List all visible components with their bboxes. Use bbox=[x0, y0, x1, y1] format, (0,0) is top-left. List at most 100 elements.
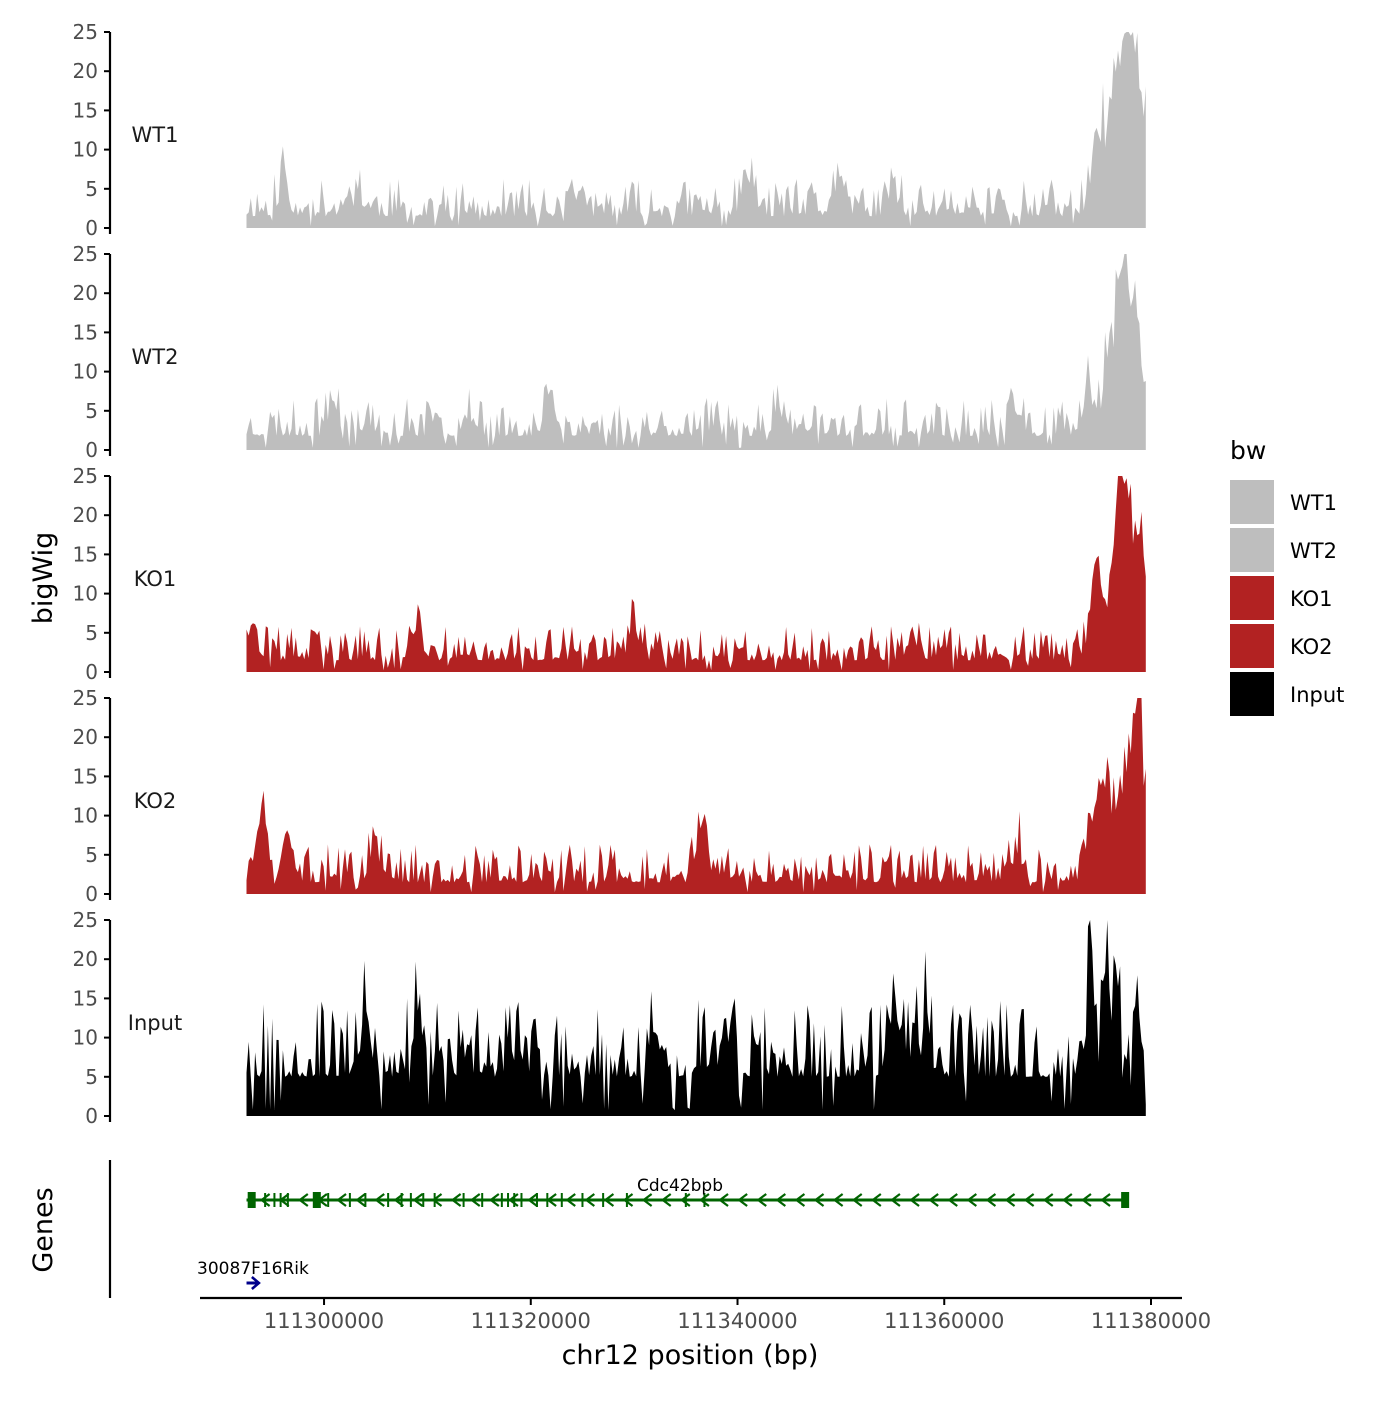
strand-arrow bbox=[469, 1193, 481, 1207]
legend: bw WT1 WT2 KO1 KO2 Input bbox=[1230, 436, 1344, 716]
strand-arrow bbox=[985, 1193, 997, 1207]
exon bbox=[247, 1192, 256, 1208]
y-tick-label: 5 bbox=[85, 177, 98, 201]
strand-arrow bbox=[1004, 1193, 1016, 1207]
strand-arrow bbox=[756, 1193, 767, 1207]
exon bbox=[279, 1193, 282, 1207]
y-tick-label: 15 bbox=[73, 98, 98, 122]
legend-entry-ko1: KO1 bbox=[1230, 576, 1333, 620]
exon bbox=[387, 1193, 390, 1207]
y-tick-label: 10 bbox=[73, 804, 98, 828]
strand-arrow bbox=[813, 1193, 825, 1207]
strand-arrow bbox=[775, 1193, 786, 1207]
strand-arrow bbox=[641, 1193, 653, 1207]
strand-arrow bbox=[336, 1193, 347, 1207]
exon bbox=[507, 1193, 510, 1207]
strand-arrow bbox=[1081, 1193, 1092, 1207]
exon bbox=[1121, 1192, 1130, 1208]
y-tick-label: 25 bbox=[73, 908, 98, 932]
y-tick-label: 0 bbox=[85, 882, 98, 906]
legend-label: KO1 bbox=[1290, 587, 1333, 611]
strand-arrow bbox=[851, 1193, 863, 1207]
legend-title: bw bbox=[1230, 436, 1266, 465]
exon bbox=[400, 1193, 403, 1207]
exon bbox=[348, 1193, 351, 1207]
legend-entry-input: Input bbox=[1230, 672, 1344, 716]
y-axis-title-genes: Genes bbox=[28, 1187, 59, 1272]
strand-arrow bbox=[431, 1193, 443, 1207]
y-tick-label: 20 bbox=[73, 59, 98, 83]
strand-arrow bbox=[1023, 1193, 1035, 1207]
strand-arrow bbox=[660, 1193, 672, 1207]
legend-entry-ko2: KO2 bbox=[1230, 624, 1333, 668]
exon bbox=[364, 1193, 367, 1207]
strand-arrow bbox=[508, 1193, 519, 1207]
legend-entry-wt1: WT1 bbox=[1230, 480, 1337, 524]
gene-cdc42bpb: Cdc42bpb bbox=[246, 1176, 1130, 1208]
signal-area-input bbox=[246, 920, 1146, 1116]
legend-swatch bbox=[1230, 480, 1274, 524]
strand-arrow bbox=[832, 1193, 844, 1207]
track-label: WT1 bbox=[132, 123, 179, 147]
y-tick-label: 20 bbox=[73, 947, 98, 971]
strand-arrow bbox=[603, 1193, 615, 1207]
y-tick-label: 0 bbox=[85, 438, 98, 462]
exon bbox=[560, 1193, 563, 1207]
signal-area-wt2 bbox=[246, 254, 1146, 450]
exon bbox=[264, 1193, 267, 1207]
signal-area-wt1 bbox=[246, 32, 1146, 228]
track-ko1: 0 5 10 15 20 25 KO1 bbox=[73, 464, 1146, 684]
gene-label: 30087F16Rik bbox=[197, 1259, 309, 1279]
strand-arrow bbox=[794, 1193, 806, 1207]
y-tick-label: 25 bbox=[73, 20, 98, 44]
y-tick-label: 25 bbox=[73, 464, 98, 488]
x-tick-label: 111380000 bbox=[1091, 1309, 1211, 1333]
exon bbox=[602, 1193, 605, 1207]
y-tick-label: 0 bbox=[85, 216, 98, 240]
y-tick-label: 20 bbox=[73, 281, 98, 305]
y-tick-label: 20 bbox=[73, 725, 98, 749]
y-tick-label: 0 bbox=[85, 1104, 98, 1128]
exon bbox=[312, 1192, 321, 1208]
strand-arrow bbox=[450, 1193, 462, 1207]
exon bbox=[684, 1193, 687, 1207]
strand-arrow bbox=[622, 1193, 634, 1207]
exon bbox=[422, 1193, 425, 1207]
x-tick-label: 111300000 bbox=[264, 1309, 384, 1333]
track-label: KO2 bbox=[134, 789, 177, 813]
track-input: 0 5 10 15 20 25 Input bbox=[73, 908, 1146, 1128]
strand-arrow bbox=[374, 1193, 385, 1207]
exon bbox=[513, 1193, 516, 1207]
legend-swatch bbox=[1230, 624, 1274, 668]
exon bbox=[462, 1193, 465, 1207]
strand-arrow bbox=[890, 1193, 901, 1207]
track-wt2: 0 5 10 15 20 25 WT2 bbox=[73, 242, 1146, 462]
track-wt1: 0 5 10 15 20 25 WT1 bbox=[73, 20, 1146, 240]
strand-arrow bbox=[1042, 1193, 1054, 1207]
genes-track: Cdc42bpb 30087F16Rik bbox=[108, 1160, 1130, 1298]
strand-arrow bbox=[355, 1193, 366, 1207]
exon bbox=[703, 1193, 706, 1207]
strand-arrow bbox=[928, 1193, 939, 1207]
y-tick-label: 10 bbox=[73, 138, 98, 162]
y-tick-label: 10 bbox=[73, 582, 98, 606]
exon bbox=[273, 1193, 276, 1207]
strand-arrow bbox=[966, 1193, 978, 1207]
y-tick-label: 20 bbox=[73, 503, 98, 527]
gene-label: Cdc42bpb bbox=[637, 1176, 723, 1196]
legend-entry-wt2: WT2 bbox=[1230, 528, 1337, 572]
y-axis-title-bigwig: bigWig bbox=[28, 532, 59, 625]
y-tick-label: 15 bbox=[73, 542, 98, 566]
track-label: KO1 bbox=[134, 567, 177, 591]
gene-30087f16rik: 30087F16Rik bbox=[197, 1259, 309, 1290]
legend-label: WT1 bbox=[1290, 491, 1337, 515]
legend-label: Input bbox=[1290, 683, 1344, 707]
track-ko2: 0 5 10 15 20 25 KO2 bbox=[73, 686, 1146, 906]
signal-tracks: 0510152025WT10510152025WT20510152025KO10… bbox=[73, 20, 1146, 1128]
strand-arrow bbox=[909, 1193, 920, 1207]
x-axis: 111300000 111320000 111340000 111360000 1113… bbox=[200, 1296, 1211, 1333]
strand-arrow bbox=[871, 1193, 882, 1207]
exon bbox=[433, 1193, 436, 1207]
y-tick-label: 15 bbox=[73, 320, 98, 344]
